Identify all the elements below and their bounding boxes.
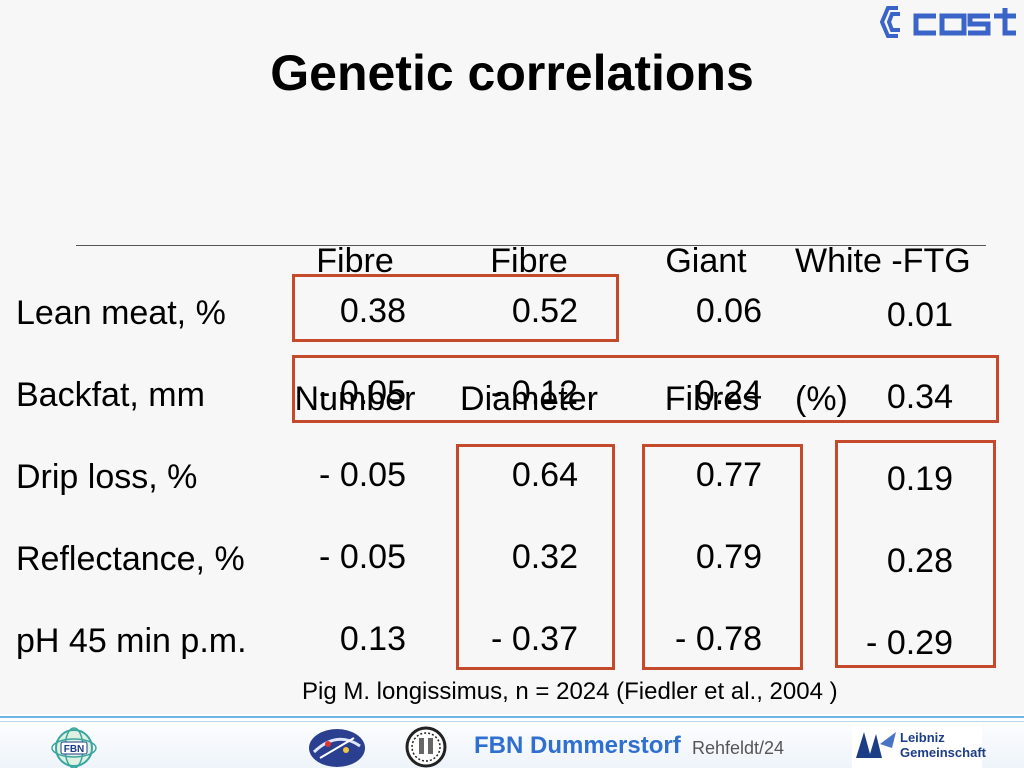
table-cell: 0.38 <box>339 292 406 330</box>
row-label-lean-meat: Lean meat, % <box>16 294 226 332</box>
footer-line-thin <box>0 721 1024 722</box>
table-cell: - 0.05 <box>319 456 406 494</box>
highlight-box-white-ftg <box>835 440 996 668</box>
highlight-box-fibre-diameter <box>456 444 615 670</box>
fbn-logo-text: FBN <box>64 744 85 755</box>
header-divider <box>76 245 986 246</box>
column-header-white-ftg: White -FTG (%) <box>795 242 971 418</box>
institute-name: FBN Dummerstorf <box>474 732 681 759</box>
table-cell: 0.34 <box>886 378 953 416</box>
column-header-fibre-diameter: Fibre Diameter <box>460 242 598 418</box>
table-cell: - 0.78 <box>675 620 762 658</box>
table-cell: 0.06 <box>695 292 762 330</box>
table-cell: 0.32 <box>511 538 578 576</box>
row-label-ph45: pH 45 min p.m. <box>16 622 247 660</box>
caption: Pig M. longissimus, n = 2024 (Fiedler et… <box>302 678 838 705</box>
table-cell: 0.28 <box>886 542 953 580</box>
seal-icon <box>405 726 447 768</box>
table-cell: - 0.05 <box>319 374 406 412</box>
table-cell: - 0.37 <box>491 620 578 658</box>
table-cell: 0.52 <box>511 292 578 330</box>
table-cell: - 0.12 <box>491 374 578 412</box>
table-cell: 0.77 <box>695 456 762 494</box>
table-cell: - 0.05 <box>319 538 406 576</box>
column-header-giant-fibres: Giant Fibres <box>664 242 760 418</box>
page-title: Genetic correlations <box>270 45 754 101</box>
highlight-box-lean-meat <box>292 274 619 342</box>
column-header-fibre-number: Fibre Number <box>294 242 416 418</box>
table-cell: 0.79 <box>695 538 762 576</box>
leibniz-text: Leibniz Gemeinschaft <box>900 730 986 760</box>
highlight-box-giant-fibres <box>642 444 803 670</box>
table-cell: 0.13 <box>339 620 406 658</box>
row-label-drip-loss: Drip loss, % <box>16 458 198 496</box>
footer-line <box>0 716 1024 718</box>
emblem-icon <box>309 729 365 767</box>
highlight-box-backfat <box>292 355 999 423</box>
table-cell: - 0.29 <box>866 624 953 662</box>
table-cell: 0.01 <box>886 296 953 334</box>
author-slide-ref: Rehfeldt/24 <box>692 738 785 758</box>
table-cell: 0.24 <box>695 374 762 412</box>
row-label-backfat: Backfat, mm <box>16 376 205 414</box>
table-cell: 0.64 <box>511 456 578 494</box>
fbn-logo: FBN <box>51 727 97 768</box>
table-cell: 0.19 <box>886 460 953 498</box>
leibniz-logo <box>852 724 982 768</box>
row-label-reflectance: Reflectance, % <box>16 540 245 578</box>
cost-logo <box>879 6 1016 38</box>
